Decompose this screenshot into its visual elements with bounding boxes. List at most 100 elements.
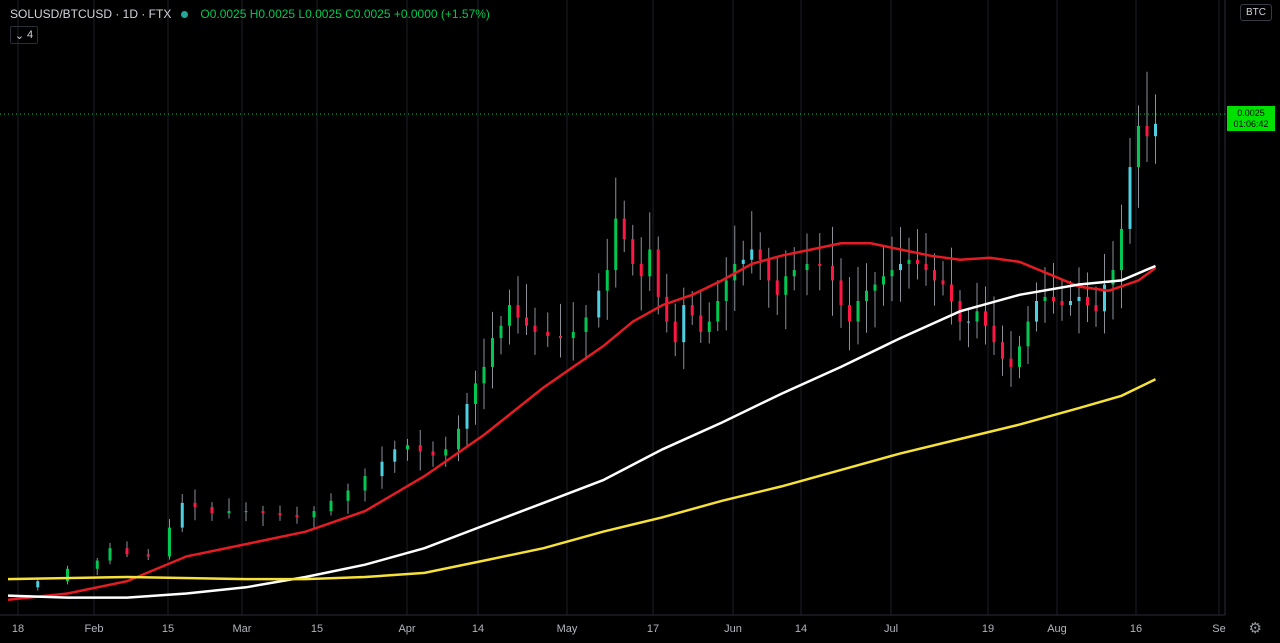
candle-body <box>767 259 771 281</box>
candle-body <box>227 511 231 514</box>
candle-body <box>856 301 860 322</box>
candle-body <box>278 513 282 516</box>
candle-body <box>992 325 996 343</box>
candle-body <box>784 276 788 295</box>
x-tick-label: May <box>557 623 578 635</box>
candle-body <box>571 331 575 339</box>
candle-body <box>329 500 333 512</box>
gear-icon[interactable]: ⚙ <box>1248 620 1262 637</box>
candle-body <box>1154 123 1157 137</box>
candle-body <box>984 311 987 326</box>
candle-body <box>465 404 469 429</box>
candle-body <box>1103 284 1106 312</box>
candle-body <box>1060 301 1064 306</box>
moving-average-line <box>7 242 1157 601</box>
candle-body <box>873 284 877 291</box>
moving-averages <box>7 242 1157 601</box>
candle-body <box>210 507 214 514</box>
candle-body <box>924 263 928 271</box>
candle-body <box>125 548 129 555</box>
candle-body <box>907 259 911 264</box>
candle-body <box>899 263 902 271</box>
candle-body <box>36 581 40 588</box>
candle-body <box>967 321 970 323</box>
candle-body <box>792 270 796 277</box>
x-tick-label: 15 <box>162 623 174 635</box>
candle-body <box>614 218 618 271</box>
candle-body <box>1026 321 1030 347</box>
x-tick-label: Se <box>1212 623 1225 635</box>
candle-body <box>363 476 367 491</box>
candle-body <box>1137 125 1140 168</box>
candle-body <box>1111 270 1115 285</box>
x-tick-label: 16 <box>1130 623 1142 635</box>
candle-body <box>180 502 184 528</box>
candle-body <box>673 321 677 343</box>
candle-body <box>168 527 171 557</box>
candle-body <box>346 490 350 501</box>
candle-body <box>418 445 422 452</box>
candle-body <box>559 336 562 339</box>
candle-body <box>707 321 711 332</box>
candle-body <box>597 290 601 318</box>
candle-body <box>1086 296 1089 306</box>
candle-body <box>482 366 486 384</box>
last-price-tag: 0.0025 01:06:42 <box>1227 106 1275 131</box>
candle-body <box>1120 228 1123 271</box>
candle-body <box>975 311 979 322</box>
candle-body <box>444 449 448 456</box>
candle-body <box>1043 296 1047 301</box>
time-axis: 18 Feb 15 Mar 15 Apr 14 May 17 Jun 14 Jul 19 Aug 16 Se <box>12 623 1226 635</box>
candle-body <box>516 305 520 318</box>
candle-body <box>690 305 694 316</box>
x-tick-label: Aug <box>1047 623 1067 635</box>
candle-body <box>108 548 112 561</box>
candle-body <box>380 461 384 477</box>
chart-header: SOLUSD/BTCUSD · 1D · FTX O0.0025 H0.0025… <box>10 6 490 22</box>
candle-body <box>805 263 809 271</box>
x-tick-label: Jul <box>884 623 898 635</box>
candle-body <box>941 280 945 285</box>
indicator-legend-toggle[interactable]: ⌄ 4 <box>10 26 38 44</box>
candle-body <box>393 449 397 462</box>
candle-body <box>95 560 99 569</box>
candle-body <box>533 325 537 332</box>
candle-body <box>1069 301 1072 306</box>
candle-body <box>431 451 435 456</box>
last-price-value: 0.0025 <box>1237 108 1265 118</box>
candle-body <box>656 249 660 297</box>
symbol-title[interactable]: SOLUSD/BTCUSD · 1D · FTX <box>10 7 172 21</box>
candle-body <box>665 296 669 322</box>
candle-body <box>950 284 953 301</box>
candle-body <box>890 270 894 277</box>
candle-body <box>193 502 197 507</box>
candle-body <box>406 445 409 450</box>
candle-body <box>1052 296 1055 301</box>
candle-body <box>916 259 919 264</box>
candle-body <box>882 276 885 285</box>
x-tick-label: 19 <box>982 623 994 635</box>
candle-body <box>312 511 316 518</box>
candle-body <box>146 554 150 557</box>
candle-body <box>584 317 588 332</box>
candle-body <box>244 511 248 513</box>
candle-body <box>839 280 843 306</box>
currency-badge[interactable]: BTC <box>1240 4 1272 21</box>
x-tick-label: Apr <box>398 623 415 635</box>
bar-countdown: 01:06:42 <box>1233 119 1269 129</box>
candle-body <box>1009 358 1013 367</box>
candle-body <box>66 568 69 582</box>
candle-body <box>639 263 643 277</box>
candle-body <box>1094 305 1098 312</box>
candle-body <box>818 263 822 266</box>
candles <box>36 71 1157 591</box>
chart-grid <box>17 0 1220 615</box>
candle-body <box>741 259 745 264</box>
candle-body <box>1001 342 1004 359</box>
candle-body <box>525 317 528 326</box>
candle-body <box>295 515 299 518</box>
candle-body <box>605 270 609 291</box>
candle-body <box>750 249 754 260</box>
candle-body <box>546 331 550 337</box>
